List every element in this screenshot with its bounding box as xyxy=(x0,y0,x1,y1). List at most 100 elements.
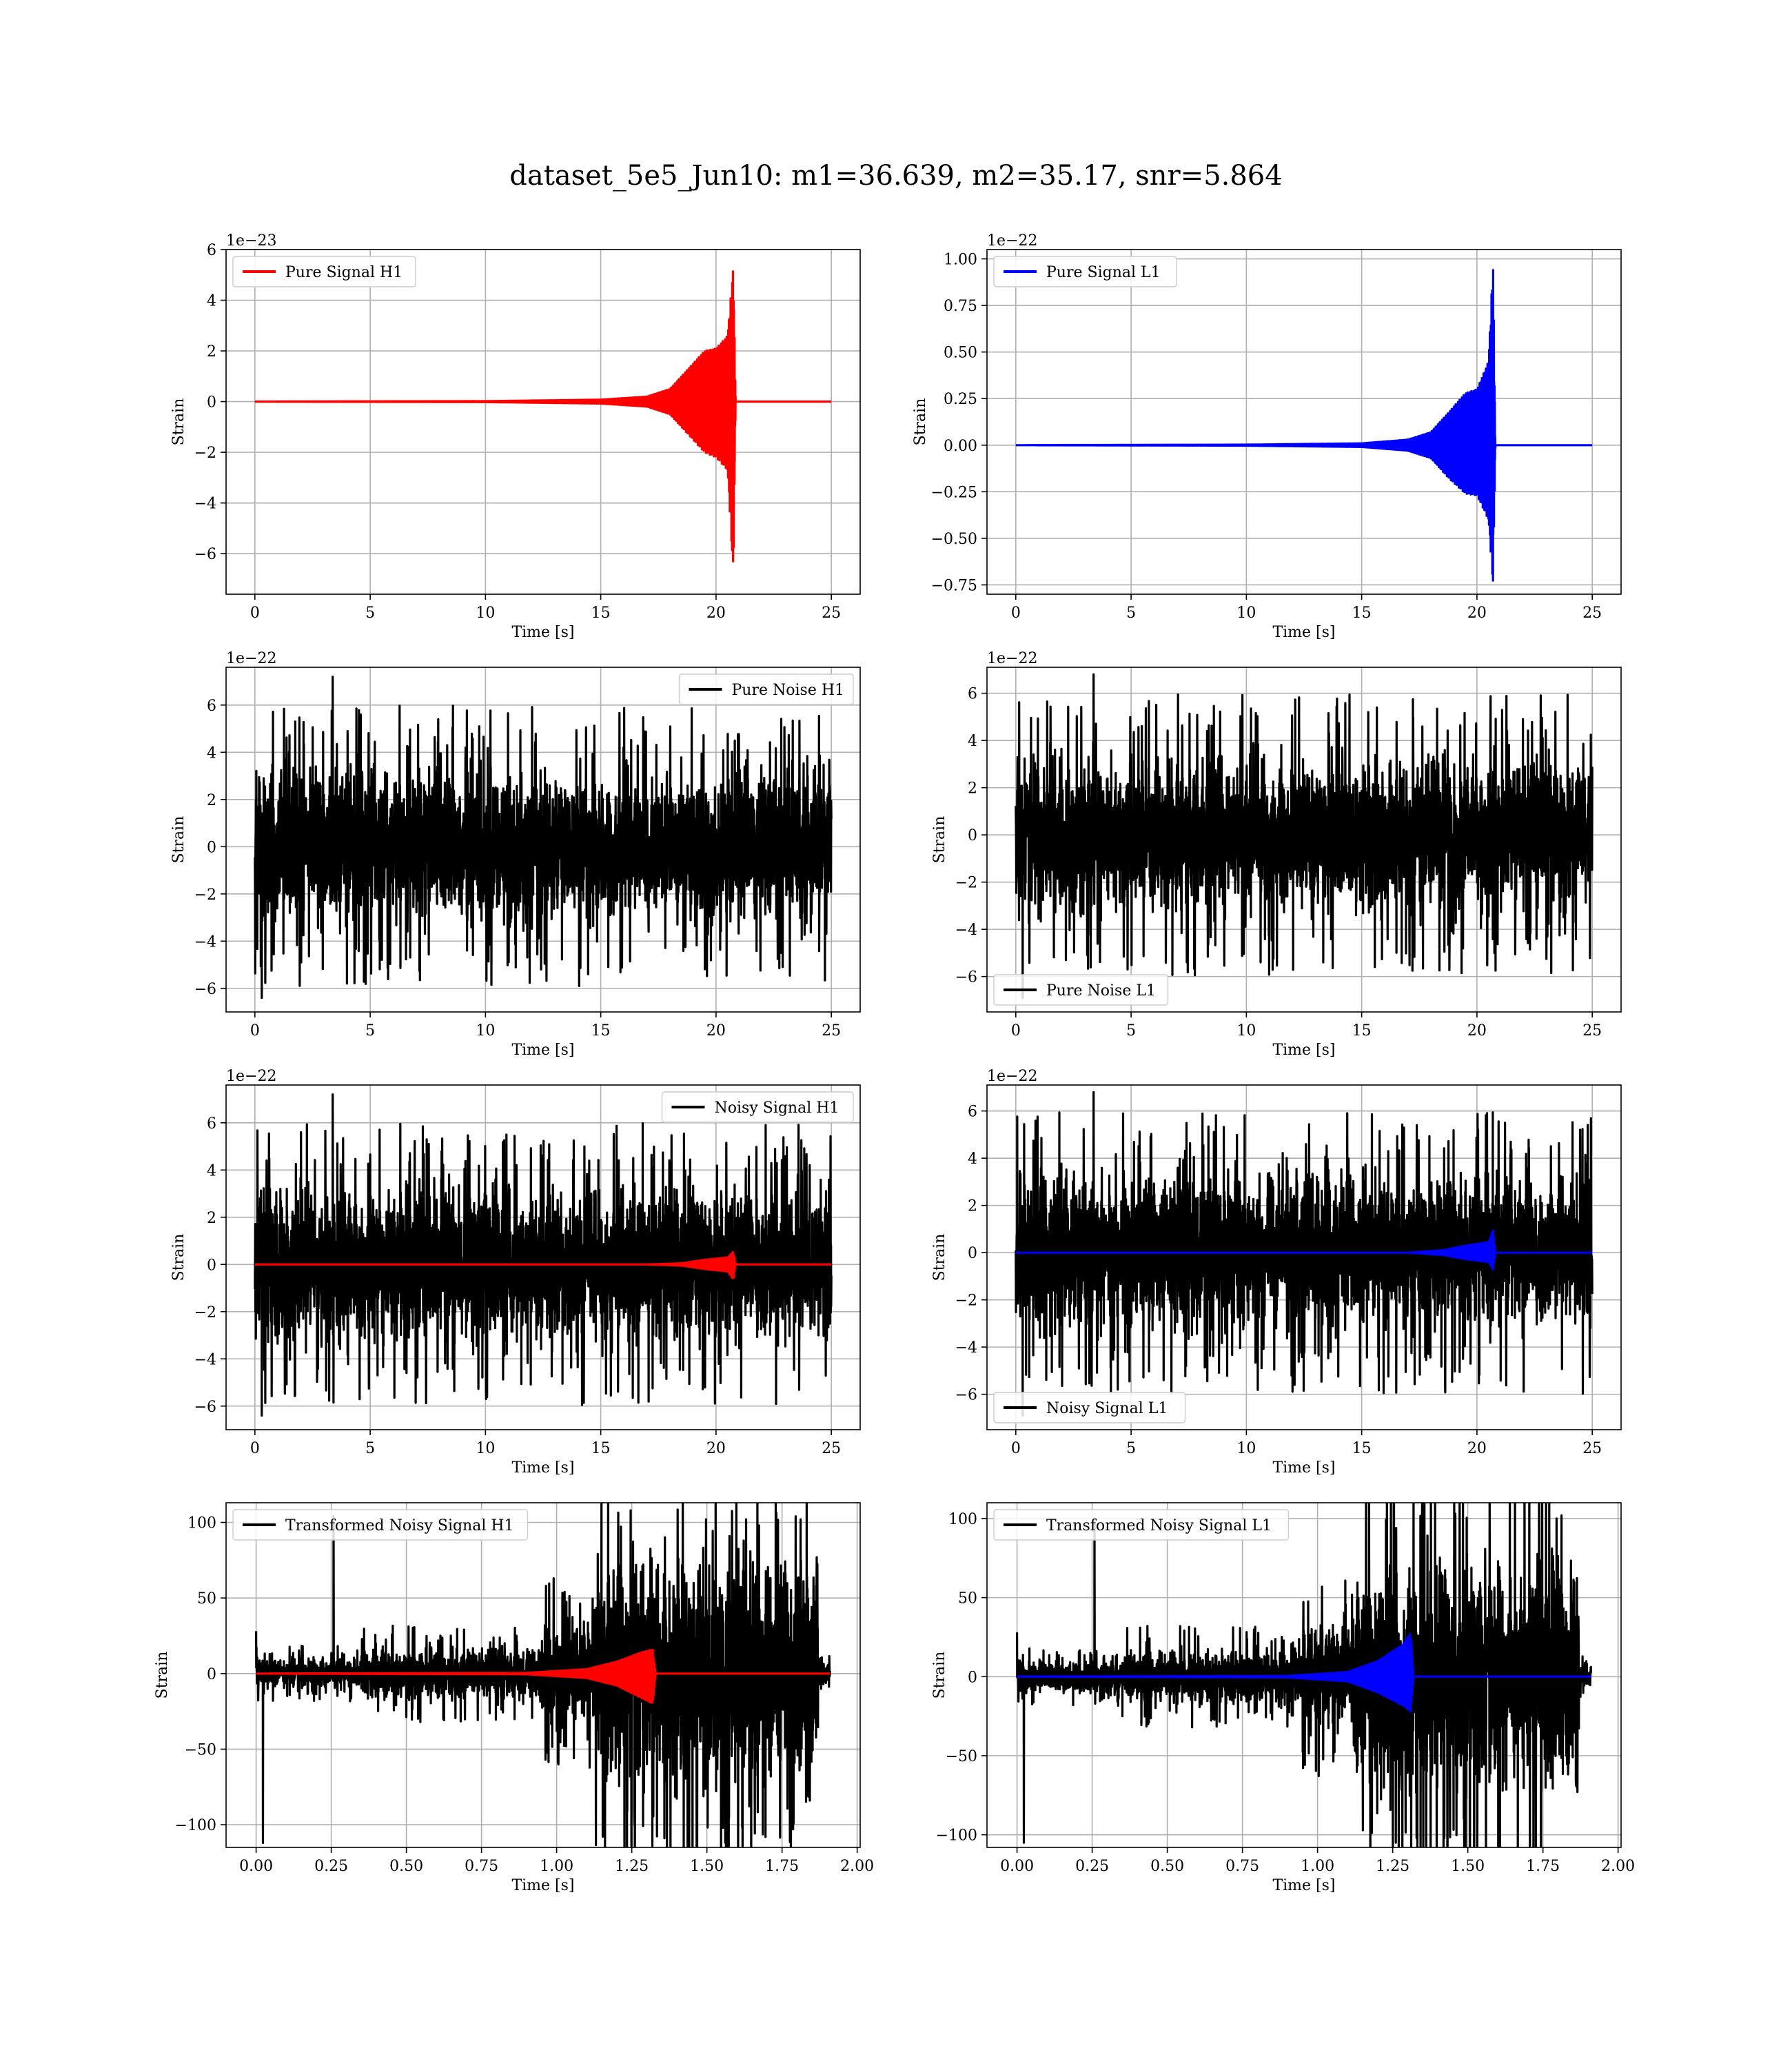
x-tick-label: 20 xyxy=(1467,605,1487,622)
pure-signal-h1-panel: 0 5 10 15 20 25 −6 −4 −2 0 2 4 6 Time [s] Strain 1e−23 P… xyxy=(170,232,861,641)
series-line xyxy=(1016,1632,1592,1713)
series-line xyxy=(255,1649,831,1704)
y-tick-label: −2 xyxy=(955,1292,977,1310)
x-tick-label: 0.00 xyxy=(239,1858,273,1875)
y-axis-label: Strain xyxy=(170,398,187,446)
y-axis-label: Strain xyxy=(931,1234,948,1281)
transformed-noisy-signal-l1-plot-area xyxy=(1016,1503,1592,1847)
axes-frame xyxy=(225,249,861,595)
legend-label: Transformed Noisy Signal L1 xyxy=(1046,1517,1272,1534)
axes-frame xyxy=(986,1084,1622,1430)
x-tick-label: 0 xyxy=(1011,1022,1021,1040)
series-line xyxy=(254,1093,833,1417)
y-tick-label: 4 xyxy=(207,744,216,762)
y-tick-label: −2 xyxy=(194,886,216,904)
series-line xyxy=(254,1250,833,1279)
legend: Pure Noise L1 xyxy=(993,974,1169,1006)
y-tick-label: −4 xyxy=(194,1351,216,1368)
x-tick-label: 0.75 xyxy=(465,1858,498,1875)
series-line xyxy=(1015,1091,1594,1417)
legend: Transformed Noisy Signal L1 xyxy=(993,1509,1290,1541)
axes-frame xyxy=(225,667,861,1013)
y-tick-label: −6 xyxy=(194,1399,216,1416)
legend-label: Pure Signal L1 xyxy=(1046,264,1161,281)
noisy-signal-l1-panel: 0 5 10 15 20 25 −6 −4 −2 0 2 4 6 Time [s] Strain 1e−22 N… xyxy=(931,1068,1622,1477)
x-tick-label: 25 xyxy=(1582,605,1602,622)
axes-frame xyxy=(986,1502,1622,1848)
legend: Noisy Signal L1 xyxy=(993,1392,1186,1423)
x-tick-label: 25 xyxy=(1582,1440,1602,1457)
y-tick-label: 6 xyxy=(968,686,977,703)
pure-signal-l1-panel: 0 5 10 15 20 25 −0.75 −0.50 −0.25 0.00 0.25 0.50 0.7… xyxy=(912,232,1622,641)
legend-box xyxy=(678,673,854,705)
y-tick-label: 50 xyxy=(197,1590,216,1608)
y-tick-label: 4 xyxy=(207,1162,216,1179)
legend-label: Pure Noise H1 xyxy=(732,682,845,699)
y-tick-label: 0 xyxy=(207,1666,216,1683)
y-axis-label: Strain xyxy=(931,816,948,864)
legend-box xyxy=(661,1091,854,1123)
legend: Pure Signal L1 xyxy=(993,256,1177,287)
x-tick-label: 1.75 xyxy=(765,1858,799,1875)
figure-title: dataset_5e5_Jun10: m1=36.639, m2=35.17, … xyxy=(509,160,1282,192)
y-tick-label: 50 xyxy=(958,1590,977,1608)
pure-signal-l1-plot-area xyxy=(1015,269,1594,582)
x-tick-label: 15 xyxy=(591,1022,611,1040)
x-tick-label: 15 xyxy=(591,605,611,622)
x-tick-label: 2.00 xyxy=(840,1858,874,1875)
axes-frame xyxy=(225,1502,861,1848)
legend-label: Pure Noise L1 xyxy=(1046,982,1156,1000)
y-offset-text: 1e−22 xyxy=(987,650,1037,667)
transformed-noisy-signal-h1-panel: 0.00 0.25 0.50 0.75 1.00 1.25 1.50 1.75 2.00 −100… xyxy=(154,1502,874,1894)
x-tick-label: 1.75 xyxy=(1526,1858,1560,1875)
pure-noise-h1-panel: 0 5 10 15 20 25 −6 −4 −2 0 2 4 6 Time [s] Strain 1e−22 P… xyxy=(170,650,861,1059)
y-tick-label: −50 xyxy=(946,1748,977,1765)
transformed-noisy-signal-h1-plot-area xyxy=(255,1503,831,1847)
y-tick-label: −6 xyxy=(955,1387,977,1404)
axes-frame xyxy=(225,1084,861,1430)
axes-frame xyxy=(986,249,1622,595)
x-axis-label: Time [s] xyxy=(511,624,574,641)
x-tick-label: 0.25 xyxy=(1075,1858,1109,1875)
y-tick-label: 6 xyxy=(207,1115,216,1133)
x-tick-label: 20 xyxy=(706,1440,726,1457)
y-tick-label: 2 xyxy=(207,792,216,809)
y-tick-label: 4 xyxy=(968,733,977,750)
x-tick-label: 15 xyxy=(591,1440,611,1457)
y-tick-label: 2 xyxy=(968,1198,977,1215)
x-tick-label: 0 xyxy=(1011,1440,1021,1457)
y-axis-label: Strain xyxy=(170,1234,187,1281)
x-tick-label: 0 xyxy=(250,1022,260,1040)
legend: Noisy Signal H1 xyxy=(661,1091,854,1123)
legend-box xyxy=(993,974,1169,1006)
x-tick-label: 2.00 xyxy=(1601,1858,1635,1875)
x-tick-label: 1.00 xyxy=(540,1858,573,1875)
y-offset-text: 1e−22 xyxy=(987,232,1037,250)
legend-box xyxy=(232,1509,529,1541)
y-axis-label: Strain xyxy=(154,1652,171,1699)
y-tick-label: 4 xyxy=(968,1150,977,1168)
x-tick-label: 0 xyxy=(250,1440,260,1457)
x-tick-label: 1.50 xyxy=(1451,1858,1485,1875)
y-tick-label: 0 xyxy=(207,839,216,856)
y-offset-text: 1e−22 xyxy=(987,1068,1037,1085)
y-tick-label: 100 xyxy=(187,1515,216,1532)
x-tick-label: 20 xyxy=(706,605,726,622)
x-tick-label: 20 xyxy=(706,1022,726,1040)
x-tick-label: 15 xyxy=(1352,605,1372,622)
x-tick-label: 10 xyxy=(476,605,495,622)
x-tick-label: 1.50 xyxy=(690,1858,724,1875)
y-tick-label: 0.50 xyxy=(944,345,977,362)
noisy-signal-h1-plot-area xyxy=(254,1093,833,1417)
y-offset-text: 1e−23 xyxy=(226,232,276,250)
x-axis-label: Time [s] xyxy=(1272,1042,1335,1059)
y-axis-label: Strain xyxy=(912,398,929,446)
x-tick-label: 20 xyxy=(1467,1440,1487,1457)
noisy-signal-l1-plot-area xyxy=(1015,1091,1594,1417)
series-line xyxy=(1015,1229,1594,1271)
y-tick-label: −4 xyxy=(955,1339,977,1357)
y-offset-text: 1e−22 xyxy=(226,650,276,667)
x-tick-label: 0 xyxy=(250,605,260,622)
y-tick-label: 1.00 xyxy=(944,252,977,269)
y-tick-label: −50 xyxy=(185,1741,216,1758)
